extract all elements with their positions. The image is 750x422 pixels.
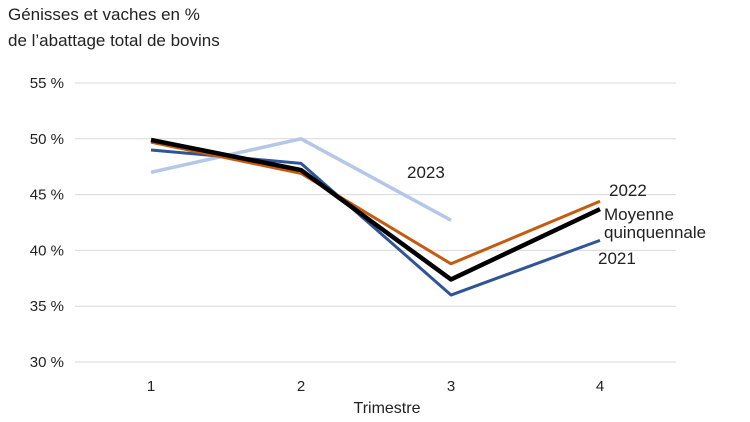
y-axis-ticks: 30 % 35 % 40 % 45 % 50 % 55 % xyxy=(30,75,64,371)
series-labels: 2023 2021 2022 Moyenne quinquennale xyxy=(407,163,706,268)
chart-title-line-1: Génisses et vaches en % xyxy=(8,5,200,24)
x-tick-label: 3 xyxy=(447,378,455,395)
x-tick-label: 1 xyxy=(147,378,155,395)
x-tick-label: 4 xyxy=(596,378,604,395)
y-tick-label: 45 % xyxy=(30,187,64,204)
series-label-moyenne-quinquennale: Moyenne quinquennale xyxy=(604,205,706,242)
x-axis-title: Trimestre xyxy=(354,400,421,417)
x-axis-ticks: 1 2 3 4 xyxy=(147,378,604,395)
series-lines xyxy=(150,137,601,297)
chart-title-line-2: de l’abattage total de bovins xyxy=(8,31,220,50)
series-line-2023 xyxy=(150,137,452,222)
series-line-2022 xyxy=(150,140,601,266)
gridlines xyxy=(75,82,676,363)
series-label-2021: 2021 xyxy=(598,249,636,268)
y-tick-label: 50 % xyxy=(30,131,64,148)
x-tick-label: 2 xyxy=(297,378,305,395)
series-label-2022: 2022 xyxy=(609,181,647,200)
series-label-2023: 2023 xyxy=(407,163,445,182)
y-tick-label: 55 % xyxy=(30,75,64,92)
series-line-moyenne-quinquennale xyxy=(150,137,601,282)
y-tick-label: 35 % xyxy=(30,298,64,315)
y-tick-label: 30 % xyxy=(30,354,64,371)
y-tick-label: 40 % xyxy=(30,242,64,259)
